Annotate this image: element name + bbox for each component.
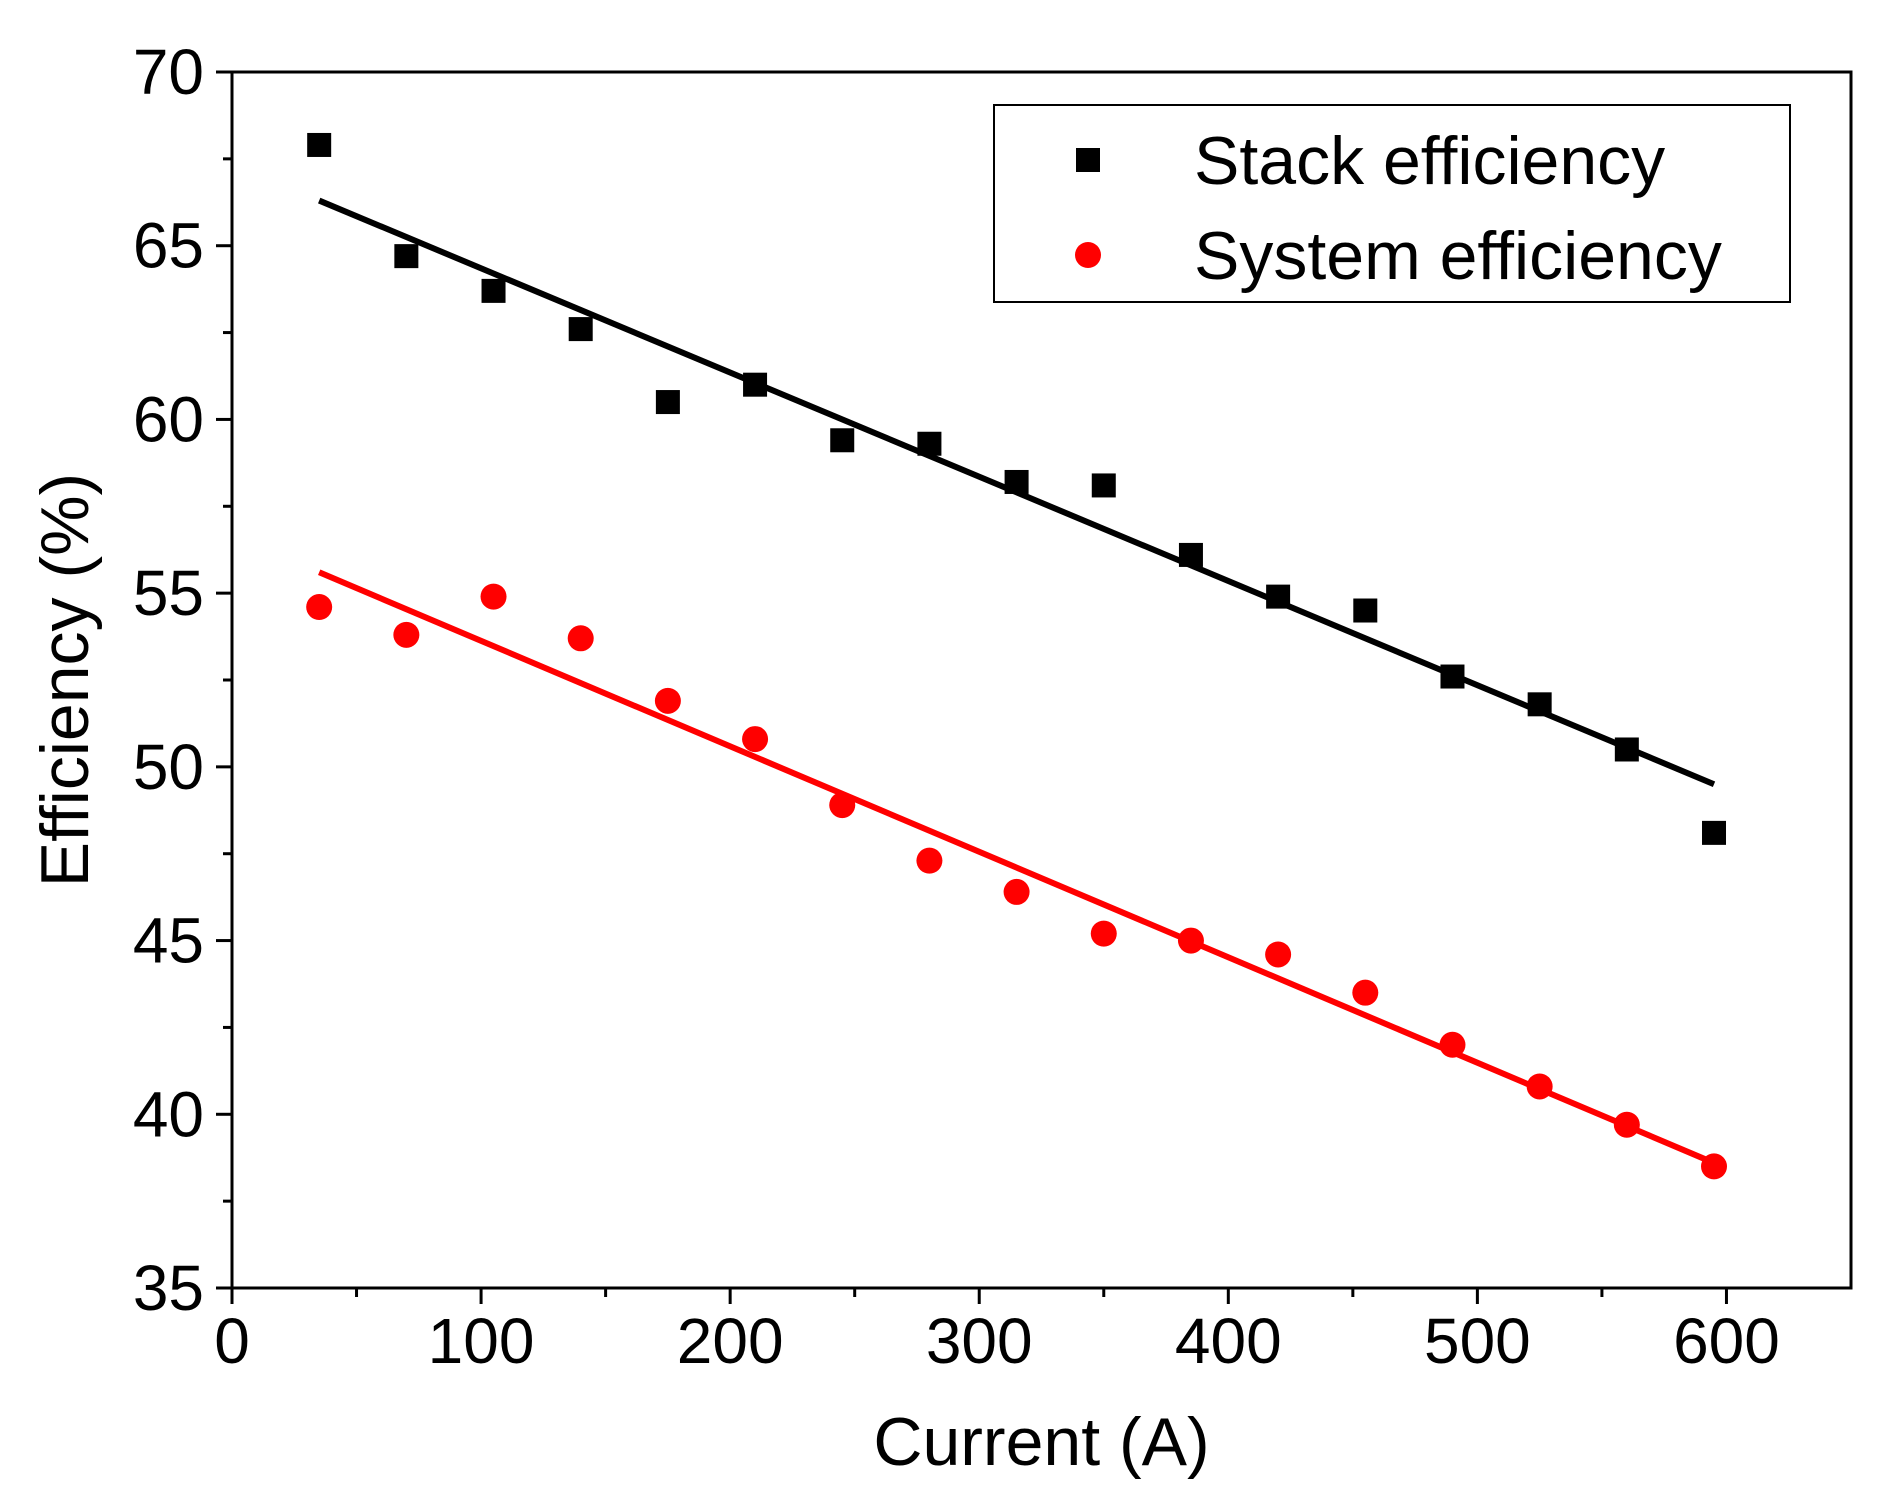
- stack-efficiency-point: [1178, 542, 1203, 567]
- y-tick-label: 65: [133, 210, 204, 282]
- stack-efficiency-point: [394, 244, 419, 269]
- stack-efficiency-point: [1440, 664, 1465, 689]
- data-marks: [306, 132, 1728, 1180]
- system-efficiency-point: [393, 621, 420, 648]
- stack-efficiency-point: [917, 431, 942, 456]
- axes: 0 100 200 300 400 500 600 35 40 45 50 55 60 65 70: [133, 36, 1780, 1377]
- y-tick-label: 40: [133, 1078, 204, 1150]
- y-tick-label: 45: [133, 905, 204, 977]
- stack-efficiency-point: [568, 317, 593, 342]
- stack-efficiency-point: [655, 390, 680, 415]
- legend-marker-system-efficiency: [1075, 242, 1101, 268]
- system-efficiency-point: [1003, 878, 1030, 905]
- y-tick-label: 60: [133, 383, 204, 455]
- system-efficiency-point: [742, 726, 769, 753]
- system-efficiency-point: [306, 594, 333, 621]
- y-axis-label: Efficiency (%): [27, 473, 103, 887]
- stack-efficiency-point: [481, 278, 506, 303]
- x-tick-label: 200: [677, 1305, 784, 1377]
- system-efficiency-point: [1526, 1073, 1553, 1100]
- y-tick-label: 70: [133, 36, 204, 108]
- legend-label-system-efficiency: System efficiency: [1194, 218, 1722, 294]
- legend: Stack efficiency System efficiency: [993, 104, 1791, 303]
- x-tick-label: 100: [428, 1305, 535, 1377]
- y-tick-label: 50: [133, 731, 204, 803]
- x-tick-label: 300: [926, 1305, 1033, 1377]
- system-efficiency-point: [1439, 1031, 1466, 1058]
- stack-efficiency-point: [1702, 820, 1727, 845]
- stack-efficiency-point: [1614, 737, 1639, 762]
- stack-efficiency-point: [1353, 598, 1378, 623]
- stack-efficiency-point: [830, 428, 855, 453]
- stack-efficiency-point: [1266, 584, 1291, 609]
- system-efficiency-point: [829, 792, 856, 819]
- system-efficiency-fit-line: [318, 569, 1716, 1166]
- system-efficiency-point: [1265, 941, 1292, 968]
- legend-label-stack-efficiency: Stack efficiency: [1194, 123, 1665, 199]
- legend-marker-stack-efficiency: [1076, 148, 1100, 172]
- stack-efficiency-point: [1091, 473, 1116, 498]
- x-tick-label: 500: [1424, 1305, 1531, 1377]
- system-efficiency-point: [480, 583, 507, 610]
- system-efficiency-point: [916, 847, 943, 874]
- system-efficiency-point: [1177, 927, 1204, 954]
- x-tick-label: 400: [1175, 1305, 1282, 1377]
- system-efficiency-point: [1613, 1111, 1640, 1138]
- system-efficiency-point: [1352, 979, 1379, 1006]
- system-efficiency-point: [654, 687, 681, 714]
- x-tick-label: 0: [214, 1305, 250, 1377]
- system-efficiency-point: [567, 625, 594, 652]
- stack-efficiency-point: [1527, 692, 1552, 717]
- stack-efficiency-point: [1004, 469, 1029, 494]
- y-tick-label: 35: [133, 1252, 204, 1324]
- x-tick-label: 600: [1673, 1305, 1780, 1377]
- legend-box: [993, 104, 1791, 303]
- system-efficiency-point: [1701, 1153, 1728, 1180]
- stack-efficiency-point: [743, 372, 768, 397]
- stack-efficiency-point: [307, 132, 332, 157]
- x-axis-label: Current (A): [873, 1404, 1209, 1480]
- system-efficiency-point: [1090, 920, 1117, 947]
- y-tick-label: 55: [133, 557, 204, 629]
